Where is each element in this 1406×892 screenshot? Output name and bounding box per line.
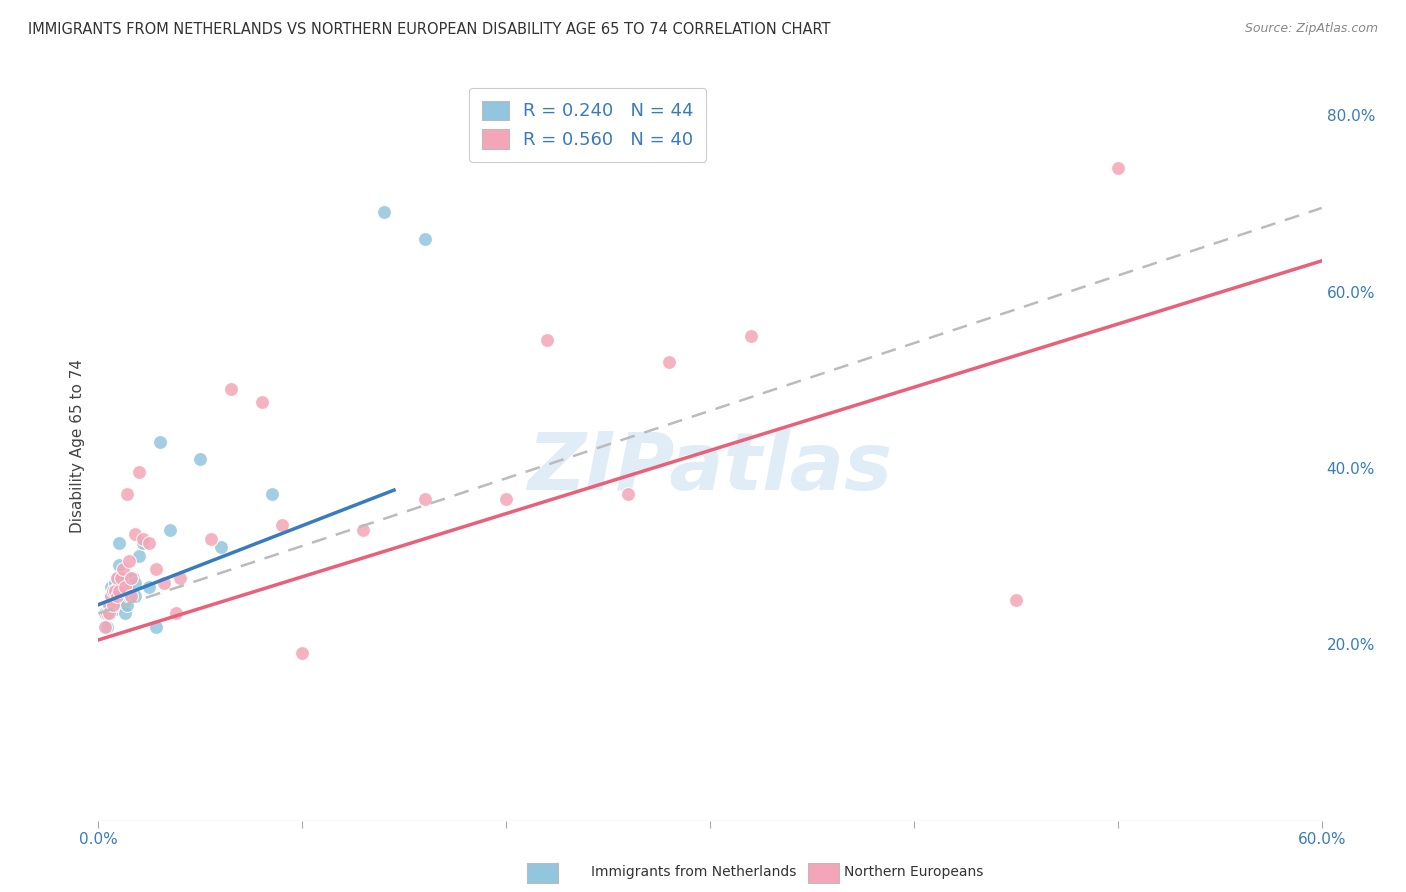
Point [373,205,395,219]
Point [413,232,436,246]
Point [124,575,146,590]
Point [114,607,136,621]
Text: Source: ZipAtlas.com: Source: ZipAtlas.com [1244,22,1378,36]
Point [118,589,141,603]
Point [138,536,160,550]
Point [110,571,132,585]
Point [120,589,142,603]
Point [111,598,134,612]
Point [115,487,138,501]
Text: Immigrants from Netherlands: Immigrants from Netherlands [591,865,796,880]
Point [110,589,132,603]
Point [101,598,124,612]
Text: Northern Europeans: Northern Europeans [844,865,983,880]
Point [128,549,150,564]
Point [108,584,131,599]
Point [219,382,242,396]
Point [96,607,118,621]
Point [101,598,124,612]
Point [114,580,136,594]
Text: IMMIGRANTS FROM NETHERLANDS VS NORTHERN EUROPEAN DISABILITY AGE 65 TO 74 CORRELA: IMMIGRANTS FROM NETHERLANDS VS NORTHERN … [28,22,831,37]
Point [740,328,762,343]
Point [169,571,191,585]
Point [105,589,128,603]
Point [118,553,141,567]
Point [260,487,283,501]
Legend: R = 0.240   N = 44, R = 0.560   N = 40: R = 0.240 N = 44, R = 0.560 N = 40 [470,88,706,162]
Point [101,584,124,599]
Point [93,607,115,621]
Point [132,532,155,546]
Point [118,575,141,590]
Point [115,598,138,612]
Point [105,571,128,585]
Point [536,333,558,347]
Point [104,584,127,599]
Point [108,584,131,599]
Point [188,452,212,467]
Text: ZIPatlas: ZIPatlas [527,429,893,508]
Point [250,395,273,409]
Point [104,575,127,590]
Point [122,571,145,585]
Point [124,589,146,603]
Point [1107,161,1129,176]
Point [617,487,640,501]
Point [132,536,155,550]
Point [105,589,128,603]
Point [413,491,436,506]
Point [100,589,122,603]
Point [1004,593,1026,607]
Point [120,571,142,585]
Point [105,571,128,585]
Point [495,491,517,506]
Point [270,518,294,533]
Point [100,589,122,603]
Point [352,523,374,537]
Point [165,607,187,621]
Point [120,571,142,585]
Point [114,589,136,603]
Y-axis label: Disability Age 65 to 74: Disability Age 65 to 74 [69,359,84,533]
Point [159,523,181,537]
Point [93,620,115,634]
Point [291,646,314,660]
Point [111,562,134,576]
Point [152,575,174,590]
Point [104,602,127,616]
Point [124,527,146,541]
Point [145,562,167,576]
Point [120,589,142,603]
Point [97,598,120,612]
Point [128,466,150,480]
Point [104,589,127,603]
Point [97,607,120,621]
Point [108,558,131,572]
Point [97,607,120,621]
Point [111,571,134,585]
Point [100,580,122,594]
Point [145,620,167,634]
Point [110,575,132,590]
Point [209,541,232,555]
Point [138,580,160,594]
Point [200,532,222,546]
Point [658,355,681,369]
Point [108,598,131,612]
Point [101,584,124,599]
Point [97,598,120,612]
Point [108,536,131,550]
Point [96,620,118,634]
Point [149,434,172,449]
Point [111,589,134,603]
Point [115,575,138,590]
